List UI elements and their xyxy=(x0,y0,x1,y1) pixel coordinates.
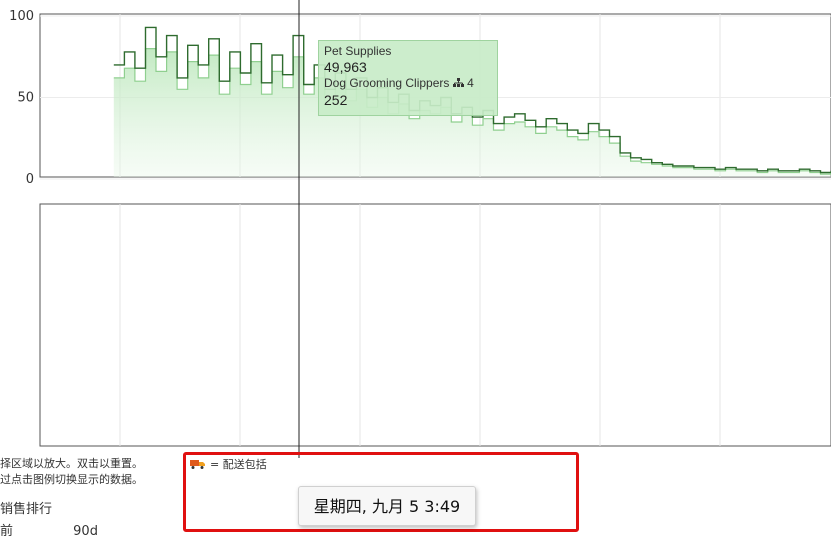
tooltip-product: Dog Grooming Clippers xyxy=(324,76,450,90)
bottom-chart-grid xyxy=(119,204,721,446)
tooltip-product-line: Dog Grooming Clippers 4 xyxy=(324,76,492,91)
date-tooltip: 星期四, 九月 5 3:49 xyxy=(298,486,476,526)
sales-rank-title: 销售排行 xyxy=(0,502,53,517)
help-line-zoom: 择区域以放大。双击以重置。 xyxy=(0,457,143,470)
delivery-legend-text: = 配送包括 xyxy=(210,458,267,471)
range-selector: 前 90d xyxy=(0,520,98,539)
tooltip-icon-count: 4 xyxy=(467,76,474,90)
range-90d-button[interactable]: 90d xyxy=(73,524,98,539)
y-tick-label: 50 xyxy=(17,91,34,106)
highlight-annotation-box xyxy=(183,452,579,532)
chart-help-text: 择区域以放大。双击以重置。 过点击图例切换显示的数据。 xyxy=(0,456,143,488)
y-tick-label: 100 xyxy=(9,9,34,24)
bottom-chart-frame xyxy=(39,203,831,447)
hierarchy-icon xyxy=(452,78,464,87)
chart-tooltip: Pet Supplies 49,963 Dog Grooming Clipper… xyxy=(318,40,498,116)
top-chart-y-axis: 0 50 100 xyxy=(9,9,34,187)
help-line-legend: 过点击图例切换显示的数据。 xyxy=(0,473,143,486)
delivery-legend: = 配送包括 xyxy=(190,456,267,472)
tooltip-rank: 49,963 xyxy=(324,59,367,75)
tooltip-product-rank: 252 xyxy=(324,92,348,108)
range-before-label: 前 xyxy=(0,524,14,539)
truck-icon xyxy=(190,460,205,469)
y-tick-label: 0 xyxy=(26,172,34,187)
tooltip-category: Pet Supplies xyxy=(324,44,392,58)
